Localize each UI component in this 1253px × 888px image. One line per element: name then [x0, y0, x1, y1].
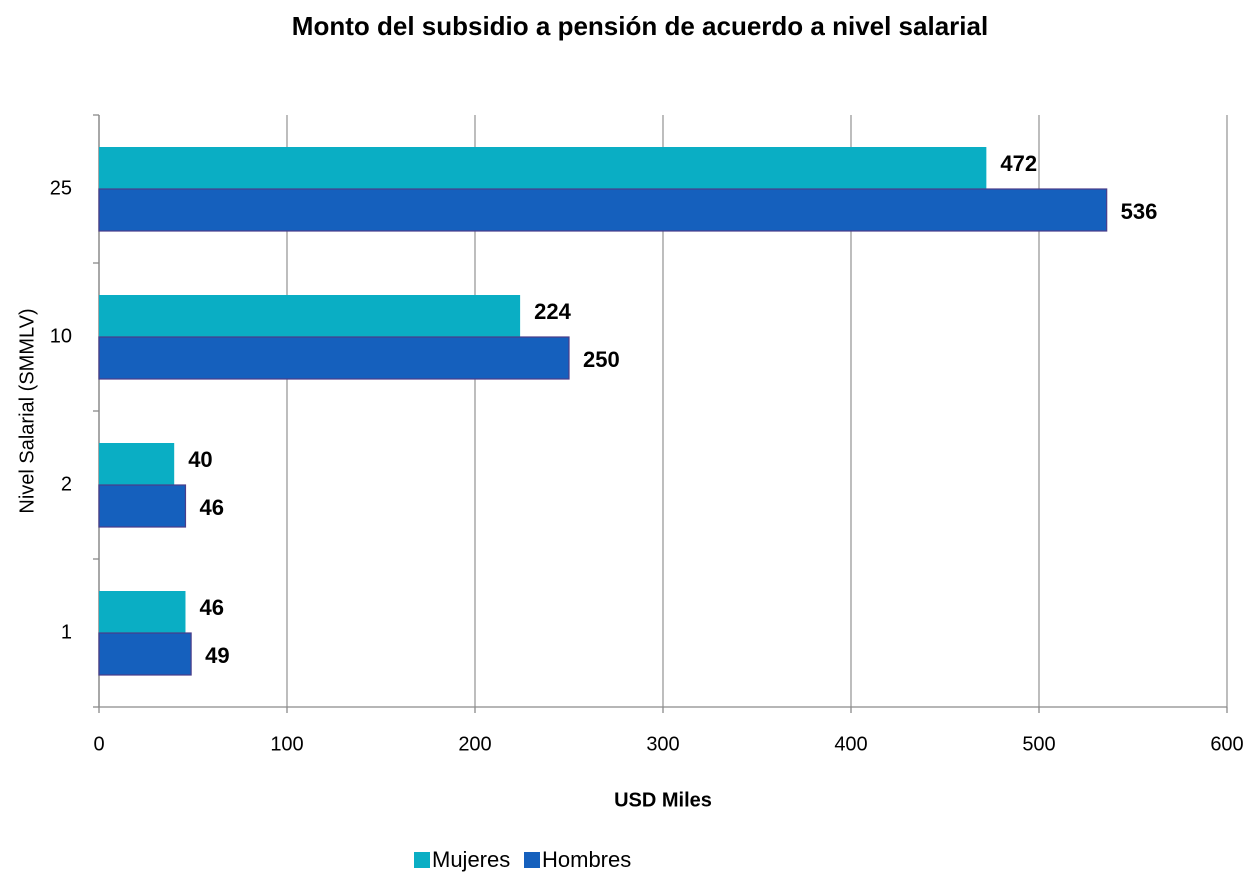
legend-swatch	[524, 852, 540, 868]
legend-swatch	[414, 852, 430, 868]
x-tick-label: 500	[1022, 733, 1055, 755]
x-tick-label: 400	[834, 733, 867, 755]
bar	[98, 336, 570, 380]
x-axis-title: USD Miles	[614, 789, 712, 811]
x-tick-label: 200	[458, 733, 491, 755]
bar	[98, 188, 1108, 232]
bar	[99, 147, 987, 189]
data-label: 46	[199, 595, 223, 620]
y-tick-label: 1	[61, 621, 72, 643]
bar	[98, 484, 187, 528]
data-label: 472	[1000, 151, 1037, 176]
x-tick-label: 0	[93, 733, 104, 755]
legend-label: Hombres	[542, 847, 631, 872]
bar	[99, 591, 186, 633]
y-axis-title: Nivel Salarial (SMMLV)	[16, 308, 38, 513]
x-tick-label: 100	[270, 733, 303, 755]
bar	[99, 443, 175, 485]
chart-title: Monto del subsidio a pensión de acuerdo …	[292, 11, 988, 41]
data-label: 536	[1121, 199, 1158, 224]
x-tick-label: 600	[1210, 733, 1243, 755]
x-tick-label: 300	[646, 733, 679, 755]
bar	[98, 632, 192, 676]
data-label: 49	[205, 643, 229, 668]
y-tick-label: 2	[61, 473, 72, 495]
data-label: 224	[534, 299, 571, 324]
bar	[99, 295, 521, 337]
data-label: 250	[583, 347, 620, 372]
y-tick-label: 25	[50, 177, 72, 199]
legend-label: Mujeres	[432, 847, 510, 872]
y-tick-label: 10	[50, 325, 72, 347]
data-label: 40	[188, 447, 212, 472]
data-label: 46	[199, 495, 223, 520]
